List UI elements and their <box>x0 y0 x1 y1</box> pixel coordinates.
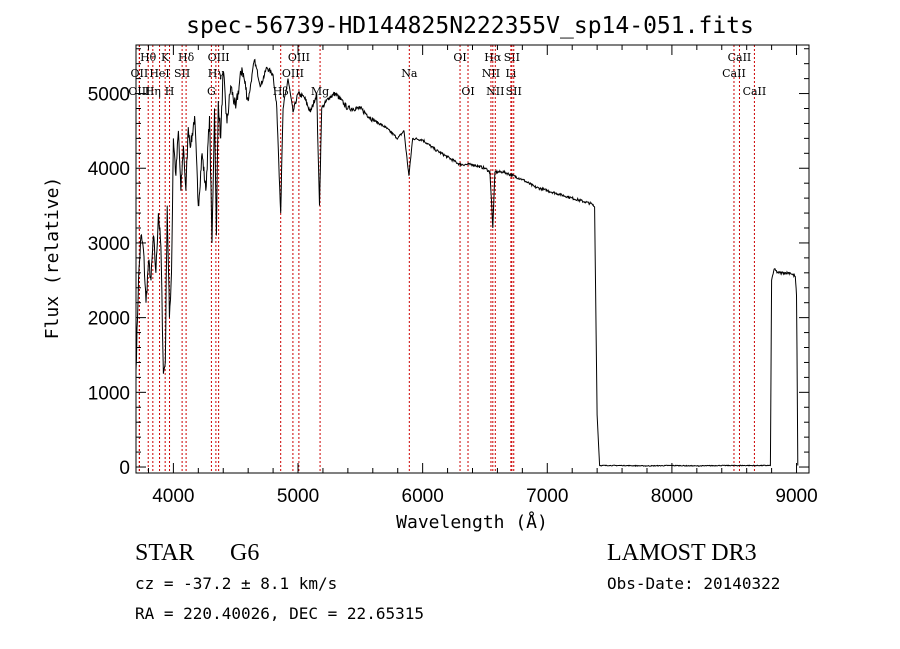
y-tick-label: 1000 <box>88 383 130 404</box>
y-tick-label: 5000 <box>88 85 130 106</box>
line-label: SII <box>174 67 190 80</box>
line-label: OIII <box>208 51 230 64</box>
line-label: Mg <box>311 85 329 98</box>
line-label: OIII <box>128 85 150 98</box>
object-class: STAR <box>135 540 195 566</box>
spectrum-line <box>135 58 799 467</box>
observation-date: Obs-Date: 20140322 <box>607 574 781 593</box>
line-label: K <box>161 51 170 64</box>
line-label: HeI <box>149 67 169 80</box>
line-label: NII <box>482 67 500 80</box>
coordinates: RA = 220.40026, DEC = 22.65315 <box>135 604 424 623</box>
plot-frame <box>135 44 810 474</box>
line-label: Hγ <box>208 67 225 80</box>
y-tick-label: 3000 <box>88 234 130 255</box>
y-tick-label: 4000 <box>88 159 130 180</box>
y-axis-label: Flux (relative) <box>42 177 63 340</box>
x-tick-label: 6000 <box>402 486 444 507</box>
line-label: Na <box>401 67 418 80</box>
line-label: CaII <box>743 85 767 98</box>
line-label: Li <box>505 67 516 80</box>
line-label: H <box>165 85 175 98</box>
line-label: OIII <box>288 51 310 64</box>
x-axis-label: Wavelength (Å) <box>396 511 548 533</box>
chart-title: spec-56739-HD144825N222355V_sp14-051.fit… <box>186 13 754 39</box>
x-tick-label: 7000 <box>526 486 568 507</box>
line-label: Hη <box>145 85 161 98</box>
x-tick-label: 4000 <box>152 486 194 507</box>
line-label: SII <box>504 51 520 64</box>
line-label: Hδ <box>178 51 195 64</box>
object-subclass: G6 <box>230 540 260 566</box>
line-label: CaII <box>728 51 752 64</box>
redshift-velocity: cz = -37.2 ± 8.1 km/s <box>135 574 338 593</box>
survey-name: LAMOST DR3 <box>607 540 757 566</box>
x-tick-label: 9000 <box>775 486 817 507</box>
x-tick-label: 8000 <box>651 486 693 507</box>
line-label: OIII <box>282 67 304 80</box>
line-label: CaII <box>722 67 746 80</box>
line-label: OI <box>461 85 474 98</box>
x-tick-label: 5000 <box>277 486 319 507</box>
line-label: Hα <box>484 51 502 64</box>
line-label: G <box>207 85 216 98</box>
y-tick-label: 2000 <box>88 309 130 330</box>
line-label: Hθ <box>140 51 157 64</box>
line-label: SII <box>506 85 522 98</box>
line-label: OI <box>453 51 466 64</box>
y-tick-label: 0 <box>119 458 130 479</box>
line-label: NII <box>486 85 504 98</box>
